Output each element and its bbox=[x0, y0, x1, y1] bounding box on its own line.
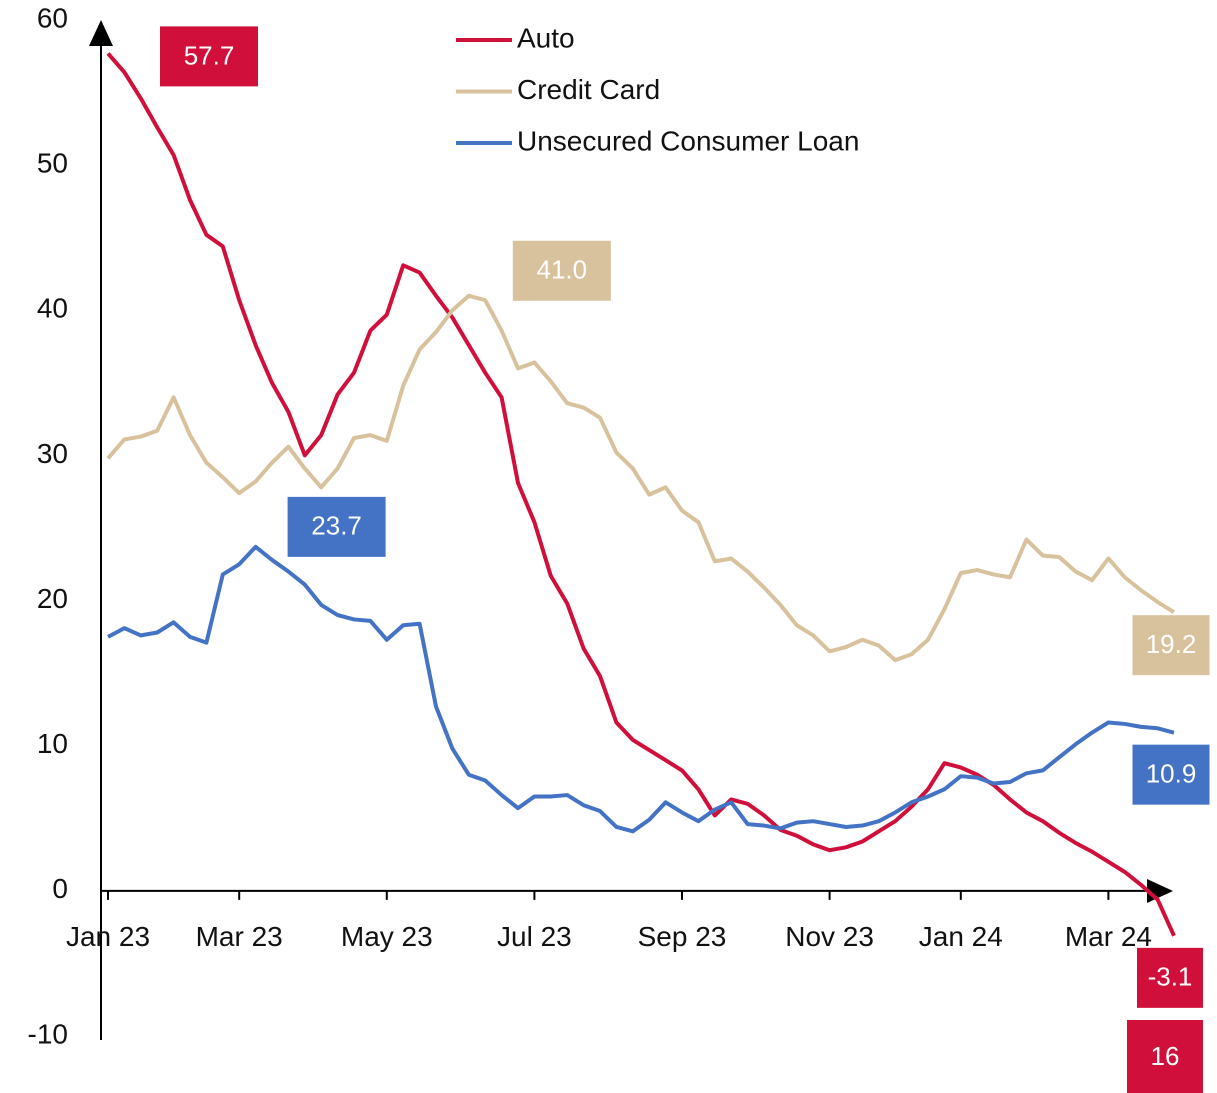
legend-label: Unsecured Consumer Loan bbox=[517, 125, 859, 156]
annotation-box bbox=[1127, 1020, 1203, 1093]
y-tick-label: 10 bbox=[37, 728, 68, 759]
label-box bbox=[1132, 744, 1210, 805]
label-box bbox=[160, 26, 258, 87]
annotation: 16 bbox=[1151, 1041, 1180, 1071]
x-tick-label: Jul 23 bbox=[497, 921, 572, 952]
data-label: 19.2 bbox=[1146, 629, 1197, 659]
y-tick-label: 0 bbox=[52, 873, 68, 904]
x-tick-label: Sep 23 bbox=[638, 921, 727, 952]
y-tick-label: 50 bbox=[37, 148, 68, 179]
x-tick-label: Jan 23 bbox=[66, 921, 150, 952]
data-label: 10.9 bbox=[1146, 759, 1197, 789]
x-tick-label: May 23 bbox=[341, 921, 433, 952]
x-tick-label: Mar 23 bbox=[196, 921, 283, 952]
data-label: 23.7 bbox=[311, 511, 362, 541]
data-label: 57.7 bbox=[184, 40, 235, 70]
data-label: 41.0 bbox=[536, 255, 587, 285]
y-tick-label: 40 bbox=[37, 293, 68, 324]
label-box bbox=[512, 240, 611, 301]
y-axis-arrow bbox=[89, 20, 113, 46]
y-tick-label: 30 bbox=[37, 438, 68, 469]
x-tick-label: Mar 24 bbox=[1065, 921, 1152, 952]
line-series bbox=[107, 544, 1175, 834]
label-box bbox=[287, 496, 386, 557]
x-tick-label: Nov 23 bbox=[785, 921, 874, 952]
legend-label: Auto bbox=[517, 22, 575, 53]
y-tick-label: 60 bbox=[37, 2, 68, 33]
label-box bbox=[1137, 947, 1203, 1008]
line-series bbox=[106, 52, 1176, 937]
legend-label: Credit Card bbox=[517, 74, 660, 105]
label-box bbox=[1132, 615, 1210, 676]
y-tick-label: 20 bbox=[37, 583, 68, 614]
data-label: -3.1 bbox=[1148, 962, 1193, 992]
y-tick-label: -10 bbox=[28, 1018, 68, 1049]
x-tick-label: Jan 24 bbox=[919, 921, 1003, 952]
line-series bbox=[106, 293, 1176, 663]
